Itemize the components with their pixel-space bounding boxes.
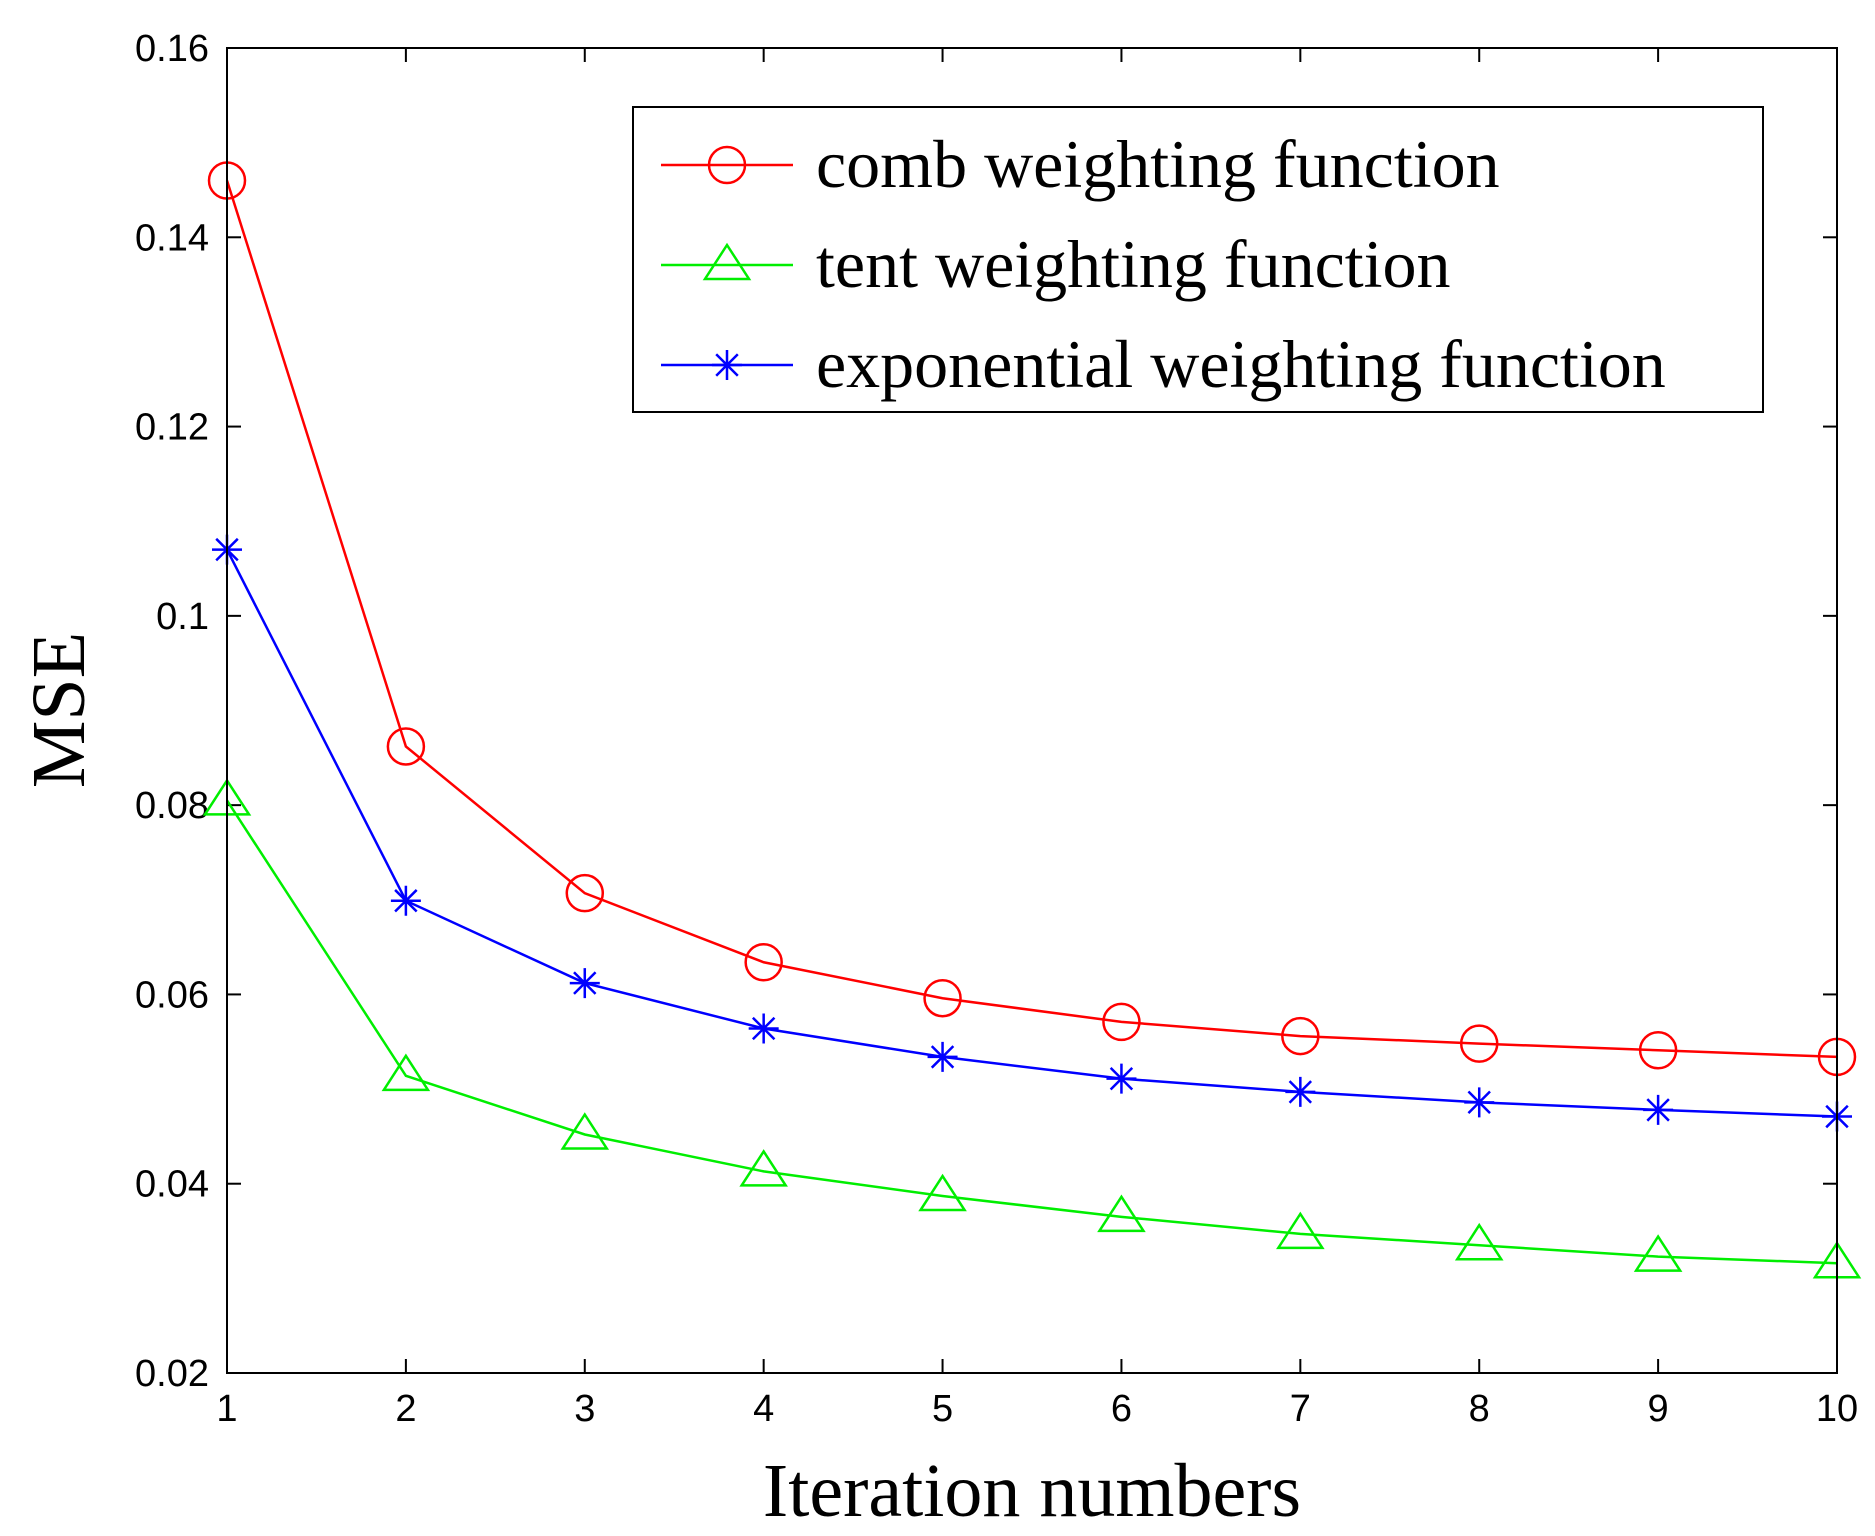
x-axis-title: Iteration numbers bbox=[763, 1449, 1301, 1533]
legend-label: comb weighting function bbox=[816, 126, 1500, 202]
y-tick-label: 0.08 bbox=[135, 785, 209, 827]
x-tick-label: 4 bbox=[753, 1388, 774, 1430]
data-point-asterisk bbox=[927, 1041, 958, 1072]
series-triangle bbox=[202, 778, 1862, 1279]
plot-area-frame bbox=[226, 47, 1838, 1374]
data-point-triangle bbox=[918, 1173, 967, 1212]
series-line bbox=[225, 549, 1838, 1118]
x-tick-label: 9 bbox=[1648, 1388, 1669, 1430]
data-point-circle bbox=[923, 978, 962, 1018]
x-tick-label: 6 bbox=[1111, 1388, 1132, 1430]
data-point-asterisk bbox=[390, 885, 421, 916]
legend-marker-asterisk bbox=[712, 350, 742, 380]
data-point-circle bbox=[565, 873, 605, 913]
legend-marker-circle bbox=[707, 145, 747, 185]
data-point-triangle bbox=[381, 1053, 431, 1092]
legend-item: comb weighting function bbox=[661, 126, 1500, 202]
x-tick-label: 2 bbox=[395, 1388, 416, 1430]
y-tick-label: 0.04 bbox=[135, 1164, 209, 1206]
legend: comb weighting function tent weighting fu… bbox=[632, 106, 1764, 413]
data-point-triangle bbox=[1633, 1234, 1683, 1272]
data-point-circle bbox=[1459, 1024, 1499, 1063]
data-point-asterisk bbox=[1464, 1087, 1495, 1118]
legend-item: exponential weighting function bbox=[661, 326, 1666, 402]
data-point-asterisk bbox=[1643, 1094, 1674, 1125]
x-tick-label: 1 bbox=[216, 1388, 237, 1430]
x-tick-label: 10 bbox=[1816, 1388, 1858, 1430]
legend-marker-triangle bbox=[702, 242, 752, 281]
y-axis-title: MSE bbox=[17, 632, 101, 788]
data-point-circle bbox=[1638, 1031, 1678, 1070]
y-tick-label: 0.06 bbox=[135, 974, 209, 1016]
data-point-asterisk bbox=[1285, 1076, 1316, 1107]
data-point-triangle bbox=[560, 1112, 610, 1150]
data-point-circle bbox=[1281, 1016, 1320, 1056]
data-point-circle bbox=[744, 943, 783, 982]
data-point-triangle bbox=[1454, 1222, 1504, 1261]
data-point-triangle bbox=[1097, 1194, 1146, 1233]
x-tick-label: 5 bbox=[932, 1388, 953, 1430]
x-tick-label: 8 bbox=[1469, 1388, 1490, 1430]
x-tick-label: 3 bbox=[574, 1388, 595, 1430]
series-line bbox=[225, 799, 1838, 1265]
data-point-asterisk bbox=[1106, 1063, 1137, 1094]
ticks-layer: 0.02 0.04 0.06 0.08 0.1 0.12 0.14 0.16 1 2 3 4 5 6 7 8 9… bbox=[135, 28, 1858, 1430]
legend-label: tent weighting function bbox=[816, 226, 1451, 302]
data-point-circle bbox=[1102, 1002, 1141, 1042]
data-point-triangle bbox=[1276, 1211, 1325, 1250]
y-tick-label: 0.02 bbox=[135, 1353, 209, 1395]
data-point-triangle bbox=[739, 1149, 788, 1187]
data-point-asterisk bbox=[748, 1013, 779, 1044]
legend-box bbox=[632, 106, 1764, 413]
y-tick-label: 0.14 bbox=[135, 217, 209, 259]
data-point-circle bbox=[386, 727, 426, 766]
y-tick-label: 0.12 bbox=[135, 407, 209, 449]
series-line bbox=[225, 180, 1838, 1059]
data-point-asterisk bbox=[569, 968, 600, 999]
legend-item: tent weighting function bbox=[661, 226, 1451, 302]
y-tick-label: 0.16 bbox=[135, 28, 209, 70]
x-tick-label: 7 bbox=[1290, 1388, 1311, 1430]
legend-label: exponential weighting function bbox=[816, 326, 1666, 402]
y-tick-label: 0.1 bbox=[156, 596, 209, 638]
